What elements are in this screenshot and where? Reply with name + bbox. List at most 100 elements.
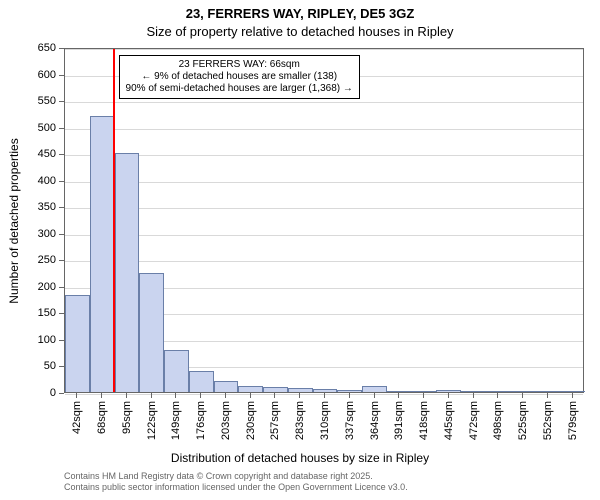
x-tick-mark bbox=[423, 393, 424, 398]
y-tick-label: 100 bbox=[16, 334, 56, 346]
y-tick-mark bbox=[59, 48, 64, 49]
gridline bbox=[65, 261, 583, 262]
x-tick-label: 283sqm bbox=[294, 401, 306, 440]
x-tick-mark bbox=[398, 393, 399, 398]
y-tick-mark bbox=[59, 260, 64, 261]
y-tick-mark bbox=[59, 393, 64, 394]
y-tick-label: 350 bbox=[16, 201, 56, 213]
y-tick-mark bbox=[59, 287, 64, 288]
bar bbox=[387, 391, 412, 392]
bar bbox=[164, 350, 189, 392]
y-tick-mark bbox=[59, 313, 64, 314]
gridline bbox=[65, 49, 583, 50]
chart-title-line2: Size of property relative to detached ho… bbox=[0, 24, 600, 39]
footer-note: Contains HM Land Registry data © Crown c… bbox=[64, 471, 408, 494]
x-tick-mark bbox=[374, 393, 375, 398]
annotation-line1: 23 FERRERS WAY: 66sqm bbox=[126, 59, 353, 71]
y-tick-mark bbox=[59, 340, 64, 341]
x-tick-label: 257sqm bbox=[269, 401, 281, 440]
x-tick-label: 498sqm bbox=[492, 401, 504, 440]
x-tick-label: 552sqm bbox=[542, 401, 554, 440]
y-tick-mark bbox=[59, 101, 64, 102]
x-tick-label: 472sqm bbox=[468, 401, 480, 440]
y-tick-mark bbox=[59, 128, 64, 129]
y-tick-mark bbox=[59, 366, 64, 367]
x-tick-mark bbox=[126, 393, 127, 398]
bar bbox=[115, 153, 140, 392]
x-tick-mark bbox=[200, 393, 201, 398]
gridline bbox=[65, 235, 583, 236]
y-tick-mark bbox=[59, 207, 64, 208]
bar bbox=[214, 381, 239, 392]
y-tick-label: 500 bbox=[16, 122, 56, 134]
x-tick-label: 445sqm bbox=[443, 401, 455, 440]
bar bbox=[263, 387, 288, 392]
x-tick-label: 95sqm bbox=[121, 401, 133, 434]
bar bbox=[90, 116, 115, 392]
y-tick-label: 250 bbox=[16, 254, 56, 266]
footer-line2: Contains public sector information licen… bbox=[64, 482, 408, 493]
bar bbox=[461, 391, 486, 392]
bar bbox=[139, 273, 164, 392]
x-tick-mark bbox=[299, 393, 300, 398]
bar bbox=[337, 390, 362, 392]
x-tick-label: 230sqm bbox=[245, 401, 257, 440]
gridline bbox=[65, 182, 583, 183]
x-tick-mark bbox=[572, 393, 573, 398]
x-tick-mark bbox=[497, 393, 498, 398]
x-tick-label: 310sqm bbox=[319, 401, 331, 440]
gridline bbox=[65, 155, 583, 156]
bar bbox=[511, 391, 536, 392]
x-tick-label: 579sqm bbox=[567, 401, 579, 440]
y-tick-mark bbox=[59, 234, 64, 235]
y-tick-mark bbox=[59, 181, 64, 182]
footer-line1: Contains HM Land Registry data © Crown c… bbox=[64, 471, 408, 482]
x-tick-label: 337sqm bbox=[344, 401, 356, 440]
y-tick-mark bbox=[59, 75, 64, 76]
bar bbox=[412, 391, 437, 392]
y-tick-label: 400 bbox=[16, 175, 56, 187]
x-tick-label: 42sqm bbox=[71, 401, 83, 434]
x-tick-label: 364sqm bbox=[369, 401, 381, 440]
y-axis-label: Number of detached properties bbox=[7, 138, 21, 303]
annotation-line3: 90% of semi-detached houses are larger (… bbox=[126, 83, 353, 95]
x-tick-mark bbox=[448, 393, 449, 398]
y-tick-label: 150 bbox=[16, 307, 56, 319]
bar bbox=[313, 389, 338, 392]
y-tick-label: 200 bbox=[16, 281, 56, 293]
x-tick-mark bbox=[225, 393, 226, 398]
x-tick-label: 176sqm bbox=[195, 401, 207, 440]
x-axis-label: Distribution of detached houses by size … bbox=[0, 451, 600, 465]
x-tick-mark bbox=[522, 393, 523, 398]
x-tick-label: 525sqm bbox=[517, 401, 529, 440]
x-tick-mark bbox=[250, 393, 251, 398]
gridline bbox=[65, 102, 583, 103]
y-tick-label: 650 bbox=[16, 42, 56, 54]
bar bbox=[486, 391, 511, 392]
x-tick-mark bbox=[349, 393, 350, 398]
x-tick-mark bbox=[274, 393, 275, 398]
bar bbox=[288, 388, 313, 392]
x-tick-mark bbox=[547, 393, 548, 398]
x-tick-mark bbox=[76, 393, 77, 398]
x-tick-label: 203sqm bbox=[220, 401, 232, 440]
y-tick-label: 450 bbox=[16, 148, 56, 160]
bar bbox=[362, 386, 387, 392]
y-tick-label: 0 bbox=[16, 387, 56, 399]
chart-container: 23, FERRERS WAY, RIPLEY, DE5 3GZ Size of… bbox=[0, 0, 600, 500]
chart-title-line1: 23, FERRERS WAY, RIPLEY, DE5 3GZ bbox=[0, 6, 600, 21]
x-tick-mark bbox=[175, 393, 176, 398]
bar bbox=[189, 371, 214, 392]
subject-marker-line bbox=[113, 49, 115, 392]
gridline bbox=[65, 208, 583, 209]
x-tick-label: 418sqm bbox=[418, 401, 430, 440]
annotation-box: 23 FERRERS WAY: 66sqm← 9% of detached ho… bbox=[119, 55, 360, 99]
x-tick-mark bbox=[101, 393, 102, 398]
y-tick-label: 550 bbox=[16, 95, 56, 107]
y-tick-label: 600 bbox=[16, 69, 56, 81]
x-tick-mark bbox=[151, 393, 152, 398]
x-tick-mark bbox=[324, 393, 325, 398]
x-tick-label: 68sqm bbox=[96, 401, 108, 434]
y-tick-mark bbox=[59, 154, 64, 155]
plot-area: 23 FERRERS WAY: 66sqm← 9% of detached ho… bbox=[64, 48, 584, 393]
